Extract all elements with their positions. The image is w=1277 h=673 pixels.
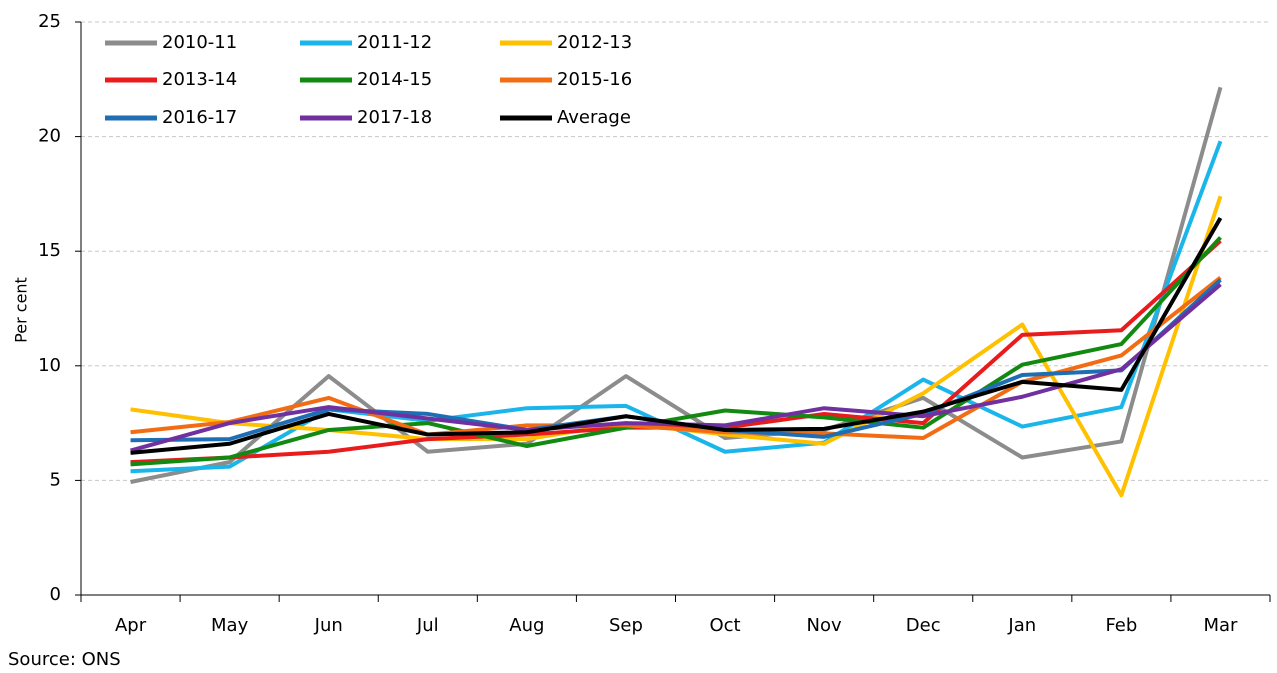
legend-label: Average (557, 107, 631, 128)
legend-label: 2012-13 (557, 32, 632, 53)
series-line (130, 86, 1223, 484)
legend-label: 2017-18 (357, 107, 432, 128)
x-tick-label: Aug (509, 615, 544, 636)
x-tick-label: Sep (609, 615, 643, 636)
y-axis-label: Per cent (12, 277, 31, 343)
y-tick-label: 15 (38, 240, 61, 261)
y-tick-label: 10 (38, 355, 61, 376)
x-tick-label: Jun (314, 615, 343, 636)
series-line (130, 275, 1222, 440)
legend-label: 2011-12 (357, 32, 432, 53)
y-tick-label: 0 (50, 584, 61, 605)
series-line (130, 278, 1222, 443)
legend-label: 2016-17 (162, 107, 237, 128)
legend-label: 2010-11 (162, 32, 237, 53)
x-tick-label: Apr (115, 615, 147, 636)
legend-label: 2015-16 (557, 69, 632, 90)
x-tick-label: Nov (807, 615, 842, 636)
y-tick-label: 20 (38, 126, 61, 147)
x-tick-label: Jul (416, 615, 439, 636)
legend-label: 2014-15 (357, 69, 432, 90)
x-tick-label: Dec (906, 615, 941, 636)
y-tick-label: 25 (38, 11, 61, 32)
x-tick-label: Jan (1007, 615, 1036, 636)
source-note: Source: ONS (8, 649, 121, 670)
y-tick-label: 5 (50, 469, 61, 490)
series-line (130, 236, 1222, 467)
x-tick-label: May (211, 615, 249, 636)
legend-label: 2013-14 (162, 69, 237, 90)
x-tick-label: Mar (1203, 615, 1238, 636)
x-tick-label: Feb (1105, 615, 1137, 636)
series-line (130, 216, 1223, 455)
x-tick-label: Oct (709, 615, 740, 636)
